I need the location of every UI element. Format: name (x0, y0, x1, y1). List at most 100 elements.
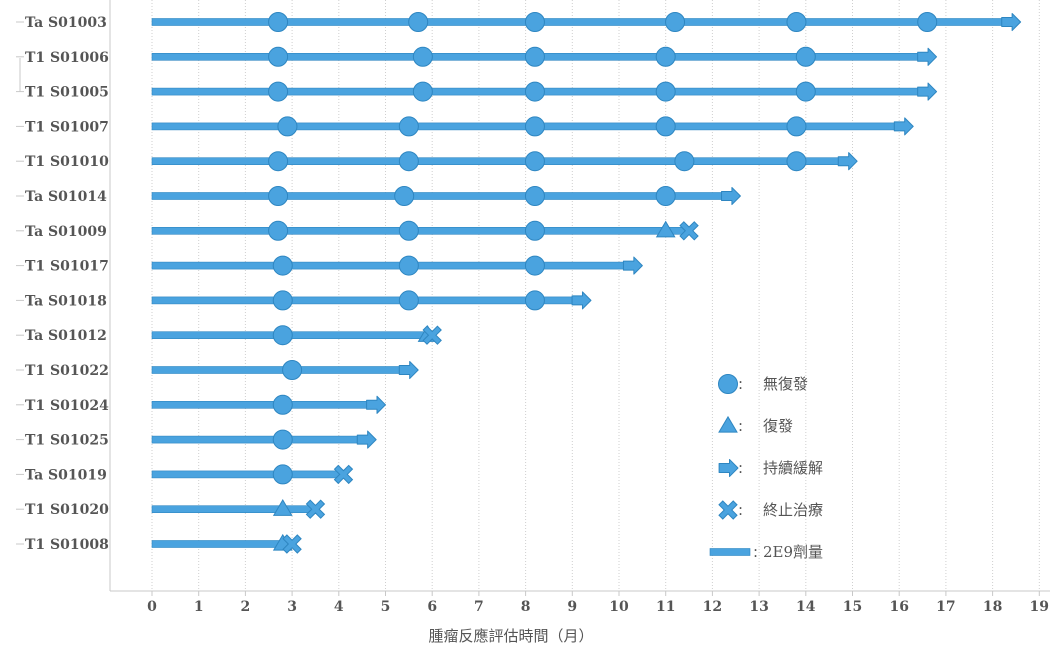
no-relapse-marker (282, 360, 303, 380)
no-relapse-marker (524, 81, 545, 102)
x-tick-label: 7 (474, 599, 484, 615)
no-relapse-marker (398, 151, 419, 172)
no-relapse-marker (524, 186, 545, 206)
relapse-marker (655, 220, 676, 238)
subject-row: T1 S01025 (16, 429, 377, 450)
legend: : 無復發: 復發: 持續緩解: 終止治療: 2E9劑量 (709, 374, 823, 561)
legend-bar-icon (709, 548, 751, 556)
ongoing-arrow-marker (356, 430, 377, 449)
subject-row: Ta S01009 (16, 220, 699, 241)
subject-row: T1 S01008 (16, 533, 302, 554)
x-tick-label: 14 (796, 599, 816, 615)
no-relapse-marker (398, 116, 419, 137)
row-label: T1 S01008 (25, 537, 109, 553)
x-tick-label: 19 (1030, 599, 1049, 615)
legend-item: :2E9劑量 (709, 543, 823, 561)
subject-row: T1 S01017 (16, 255, 643, 276)
no-relapse-marker (394, 186, 415, 206)
legend-colon: : (738, 459, 743, 477)
subject-row: Ta S01003 (16, 12, 1022, 32)
row-label: T1 S01005 (25, 85, 109, 101)
no-relapse-marker (655, 46, 676, 67)
x-tick-label: 17 (936, 599, 955, 615)
subject-row: Ta S01018 (16, 290, 592, 311)
x-tick-label: 8 (521, 599, 531, 615)
no-relapse-marker (524, 46, 545, 67)
legend-label: 無復發 (763, 375, 808, 393)
no-relapse-marker (786, 12, 807, 32)
no-relapse-marker (268, 46, 289, 67)
subject-row: T1 S01007 (16, 116, 914, 137)
no-relapse-marker (272, 325, 293, 346)
x-tick-label: 3 (287, 599, 297, 615)
x-axis-title: 腫瘤反應評估時間（月） (428, 627, 593, 645)
x-tick-label: 10 (609, 599, 629, 615)
legend-label: 終止治療 (763, 501, 823, 519)
row-label: Ta S01019 (25, 467, 107, 483)
x-tick-label: 4 (334, 599, 344, 615)
discontinued-marker (679, 221, 699, 241)
legend-label: 持續緩解 (763, 459, 823, 477)
ongoing-arrow-marker (622, 256, 643, 275)
discontinued-marker (422, 325, 442, 345)
ongoing-arrow-marker (398, 360, 419, 380)
no-relapse-marker (412, 81, 433, 102)
legend-colon: : (738, 417, 743, 435)
no-relapse-marker (408, 12, 429, 32)
no-relapse-marker (398, 290, 419, 311)
legend-circle-icon (718, 374, 738, 394)
dose-bar (151, 227, 690, 235)
legend-triangle-icon (718, 415, 738, 433)
dose-bar (151, 400, 376, 409)
no-relapse-marker (795, 81, 816, 102)
x-tick-label: 18 (983, 599, 1002, 615)
no-relapse-marker (524, 220, 545, 241)
no-relapse-marker (524, 12, 545, 32)
discontinued-marker (333, 464, 354, 485)
legend-colon: : (753, 543, 758, 561)
x-tick-label: 5 (381, 599, 391, 615)
row-label: T1 S01022 (25, 363, 109, 379)
row-label: T1 S01024 (25, 398, 109, 414)
no-relapse-marker (786, 151, 807, 172)
x-tick-label: 12 (703, 599, 722, 615)
row-label: Ta S01009 (25, 224, 107, 240)
x-tick-label: 6 (427, 599, 437, 615)
no-relapse-marker (655, 81, 676, 102)
legend-item: : 持續緩解 (718, 458, 823, 478)
no-relapse-marker (268, 12, 289, 32)
dose-bar (151, 435, 367, 444)
discontinued-marker (305, 499, 326, 519)
dose-bar (151, 505, 316, 514)
no-relapse-marker (268, 81, 289, 102)
row-label: T1 S01020 (25, 502, 109, 518)
relapse-marker (272, 499, 293, 516)
dose-bar (151, 540, 293, 548)
no-relapse-marker (398, 255, 419, 276)
legend-colon: : (738, 501, 743, 519)
x-tick-label: 0 (147, 599, 157, 615)
grid-lines (151, 0, 1040, 591)
row-label: T1 S01006 (25, 50, 109, 66)
subject-row: T1 S01020 (16, 499, 326, 519)
subject-row: Ta S01012 (16, 325, 442, 346)
no-relapse-marker (524, 116, 545, 137)
no-relapse-marker (524, 151, 545, 172)
discontinued-marker (282, 534, 302, 554)
no-relapse-marker (412, 46, 433, 67)
row-label: T1 S01010 (25, 154, 109, 170)
subject-row: Ta S01014 (16, 186, 741, 206)
no-relapse-marker (272, 429, 293, 450)
dose-bar (151, 470, 344, 479)
ongoing-arrow-marker (837, 152, 858, 171)
dose-bar (151, 296, 582, 305)
subject-row: T1 S01010 (16, 151, 858, 172)
row-label: Ta S01003 (25, 15, 107, 31)
no-relapse-marker (917, 12, 938, 32)
no-relapse-marker (795, 46, 816, 67)
no-relapse-marker (272, 394, 293, 415)
x-tick-label: 1 (194, 599, 204, 615)
no-relapse-marker (524, 290, 545, 311)
row-label: Ta S01018 (25, 293, 107, 309)
